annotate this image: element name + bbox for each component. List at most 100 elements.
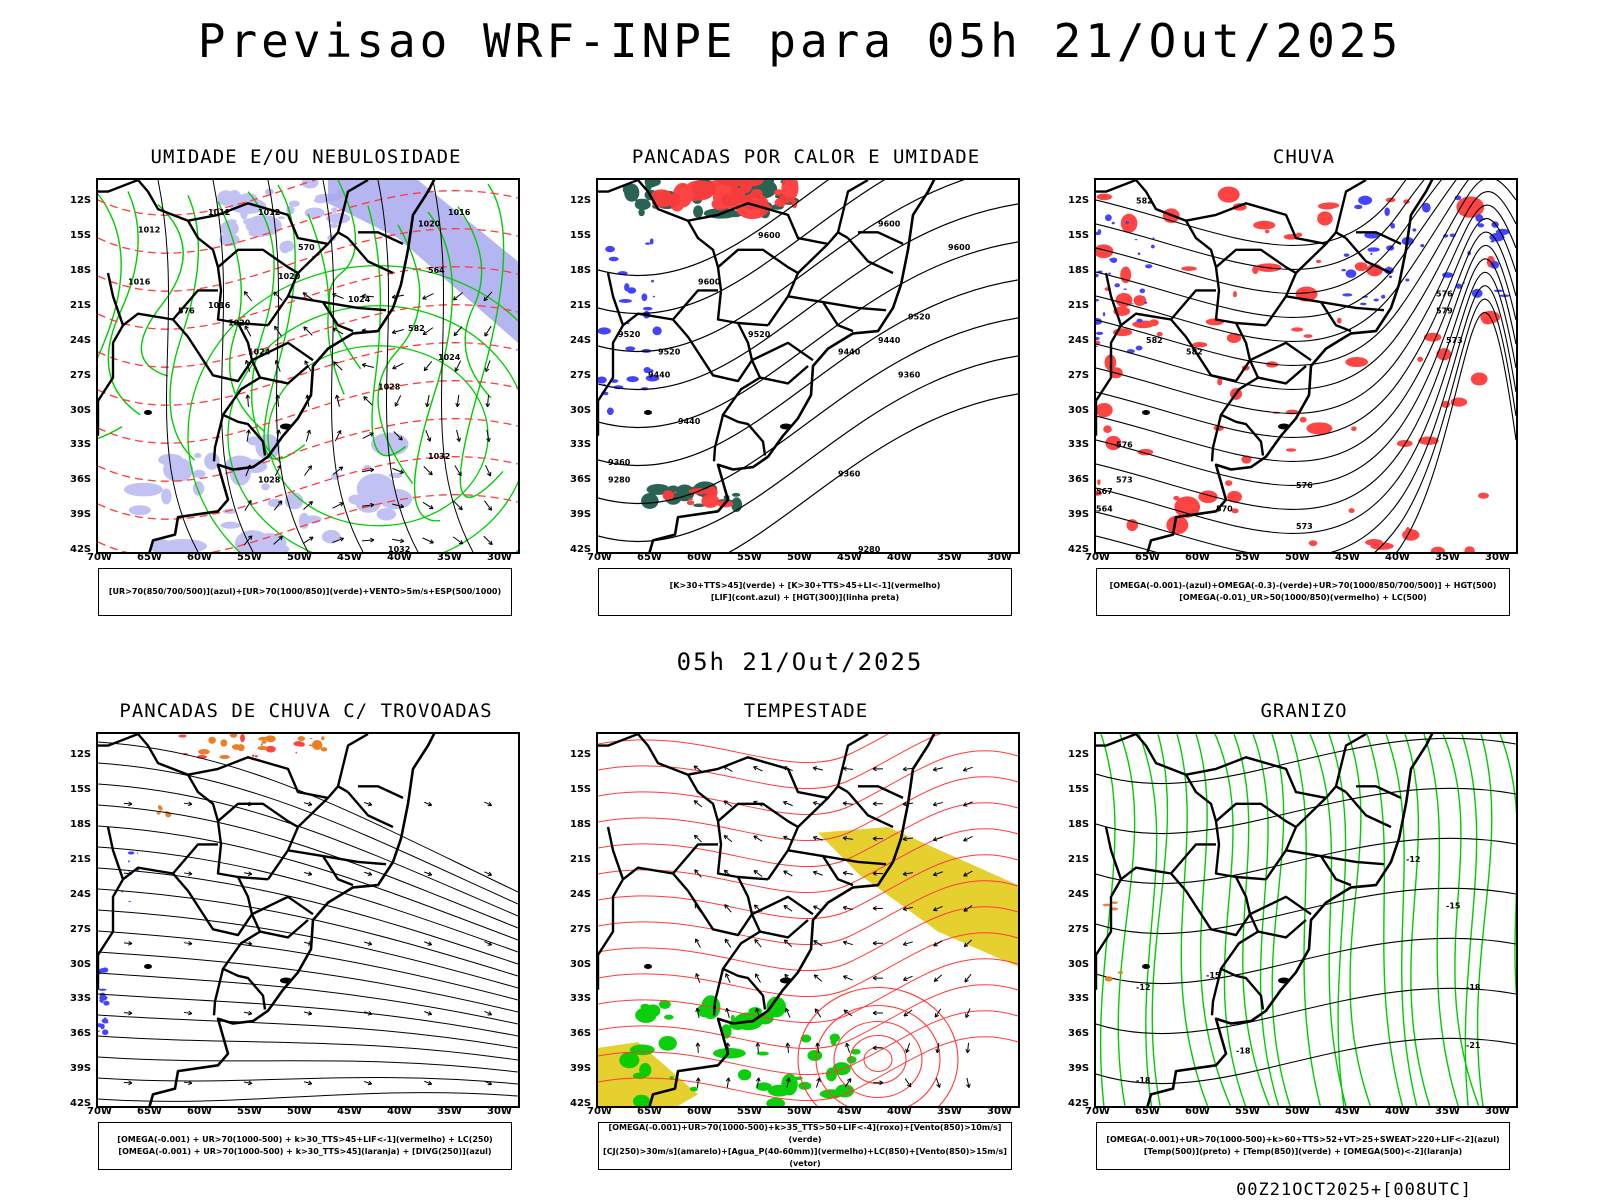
lc850-streamlines-line — [598, 750, 1018, 815]
vento850-vetor-head — [903, 1012, 909, 1017]
contour-label: 1032 — [428, 452, 450, 461]
wind-vectors-shaft — [274, 465, 282, 477]
omega-azul-blob — [1341, 268, 1346, 272]
wind-vectors-head — [485, 402, 491, 408]
hgt500-contours-line — [1096, 180, 1516, 366]
vento850-vetor-shaft — [813, 974, 823, 982]
political-border — [172, 318, 253, 383]
trov-arrows-shaft — [243, 941, 253, 945]
trov-laranja-blob — [258, 736, 269, 741]
omega-vermelho-blob — [1317, 202, 1337, 210]
omega-azul-andes-blob — [1096, 318, 1103, 325]
wind-vectors-shaft — [486, 429, 490, 442]
vento850-vetor-head — [842, 836, 847, 841]
wind-vectors-shaft — [334, 430, 342, 442]
vento850-vetor-shaft — [933, 905, 943, 911]
trov-arrows-head — [427, 801, 433, 807]
vento850-vetor-head — [816, 1077, 821, 1083]
lc250-streamlines-line — [98, 930, 518, 1001]
contour-label: 1024 — [348, 295, 371, 304]
vento850-vetor-shaft — [813, 871, 823, 876]
ur-azul-south-blob — [128, 505, 151, 516]
lat-tick-label: 15S — [570, 230, 592, 242]
trov-arrows-head — [367, 871, 373, 876]
vento850-vetor-head — [902, 836, 907, 842]
vento850-vetor-shaft — [933, 801, 943, 806]
contour-label: 1016 — [128, 278, 151, 287]
ur-azul-north-blob — [248, 228, 268, 238]
lon-tick-label: 60W — [687, 1106, 712, 1117]
vento850-vetor-shaft — [756, 1077, 760, 1088]
contour-label: 1024 — [438, 353, 461, 362]
political-border — [1170, 318, 1251, 383]
omega-azul-blob — [1384, 267, 1394, 275]
lat-tick-label: 27S — [570, 369, 592, 381]
omega-vermelho-blob — [1336, 317, 1342, 324]
map-tempestade — [596, 732, 1020, 1108]
contour-label: -15 — [1446, 901, 1461, 910]
wind-vectors-shaft — [332, 502, 344, 509]
trov-vermelho-blob — [295, 751, 298, 754]
vento850-vetor-head — [846, 1078, 852, 1083]
political-border — [251, 895, 314, 916]
lc850-streamlines-line — [598, 958, 1018, 1023]
ur-azul-north-blob — [328, 223, 339, 229]
temp500-contours-line — [1096, 837, 1516, 885]
political-border — [1334, 180, 1367, 233]
kt-vermelho-south-blob — [701, 494, 720, 508]
divg-azul-blob — [99, 995, 108, 1001]
lc850-streamlines-line — [598, 776, 1018, 841]
divg-azul-2-blob — [128, 900, 132, 903]
vento850-vetor-shaft — [902, 872, 914, 875]
lon-tick-label: 50W — [787, 1106, 812, 1117]
trov-arrows-shaft — [484, 801, 492, 806]
lon-tick-label: 55W — [1235, 1106, 1260, 1117]
lat-tick-label: 33S — [570, 439, 592, 451]
omega-vermelho-blob — [1133, 295, 1147, 306]
wind-vectors-head — [484, 367, 490, 373]
temp850-contours-line — [1499, 734, 1516, 997]
trov-arrows-shaft — [484, 1080, 492, 1085]
political-border — [212, 968, 225, 1016]
trov-arrows-head — [427, 871, 433, 876]
vento850-vetor-shaft — [966, 1077, 970, 1088]
kt-vermelho-area — [651, 180, 799, 220]
vento850-vetor-shaft — [786, 1077, 790, 1088]
lif-azul-blob — [652, 295, 656, 298]
lif-azul-blob — [627, 287, 637, 294]
vento850-vetor-shaft — [813, 940, 823, 947]
lat-tick-label: 21S — [70, 299, 92, 311]
vento850-vetor-shaft — [933, 836, 943, 841]
contour-label: 573 — [1296, 522, 1313, 531]
vento850-vetor-head — [934, 1013, 940, 1018]
vento850-vetor-head — [843, 975, 848, 980]
political-border — [836, 180, 869, 233]
omega-azul-andes-blob — [1130, 303, 1134, 305]
political-border — [767, 295, 854, 333]
lif-azul-blob — [649, 238, 654, 245]
trov-laranja-blob — [321, 736, 325, 741]
ur-verde-rings — [187, 265, 518, 552]
lc250-streamlines-line — [98, 1035, 518, 1061]
omega-vermelho-blob — [1264, 229, 1270, 234]
vento850-vetor-head — [962, 767, 968, 772]
vento850-vetor-head — [724, 938, 730, 944]
vento850-vetor-head — [786, 1077, 791, 1082]
omega-vermelho-blob — [1226, 332, 1242, 344]
omega-vermelho-blob — [1351, 426, 1357, 432]
vento850-vetor-head — [964, 978, 969, 983]
political-border — [1120, 312, 1172, 327]
lat-tick-label: 27S — [70, 923, 92, 935]
political-border — [336, 180, 369, 233]
lc850-streamlines-line — [598, 828, 1018, 893]
vento850-verde-blob — [640, 1003, 651, 1010]
vento850-vetor-head — [783, 870, 788, 875]
trov-arrows-shaft — [364, 941, 372, 945]
omega-azul — [1341, 195, 1510, 306]
legend-pancadas-calor: [K>30+TTS>45](verde) + [K>30+TTS>45+LI<-… — [598, 568, 1012, 616]
vento850-vetor-shaft — [757, 1042, 759, 1053]
temp500-contours-line — [1096, 887, 1516, 935]
political-border — [259, 365, 309, 385]
temp850-contours-line — [1176, 734, 1209, 1106]
lon-tick-label: 60W — [187, 552, 212, 563]
